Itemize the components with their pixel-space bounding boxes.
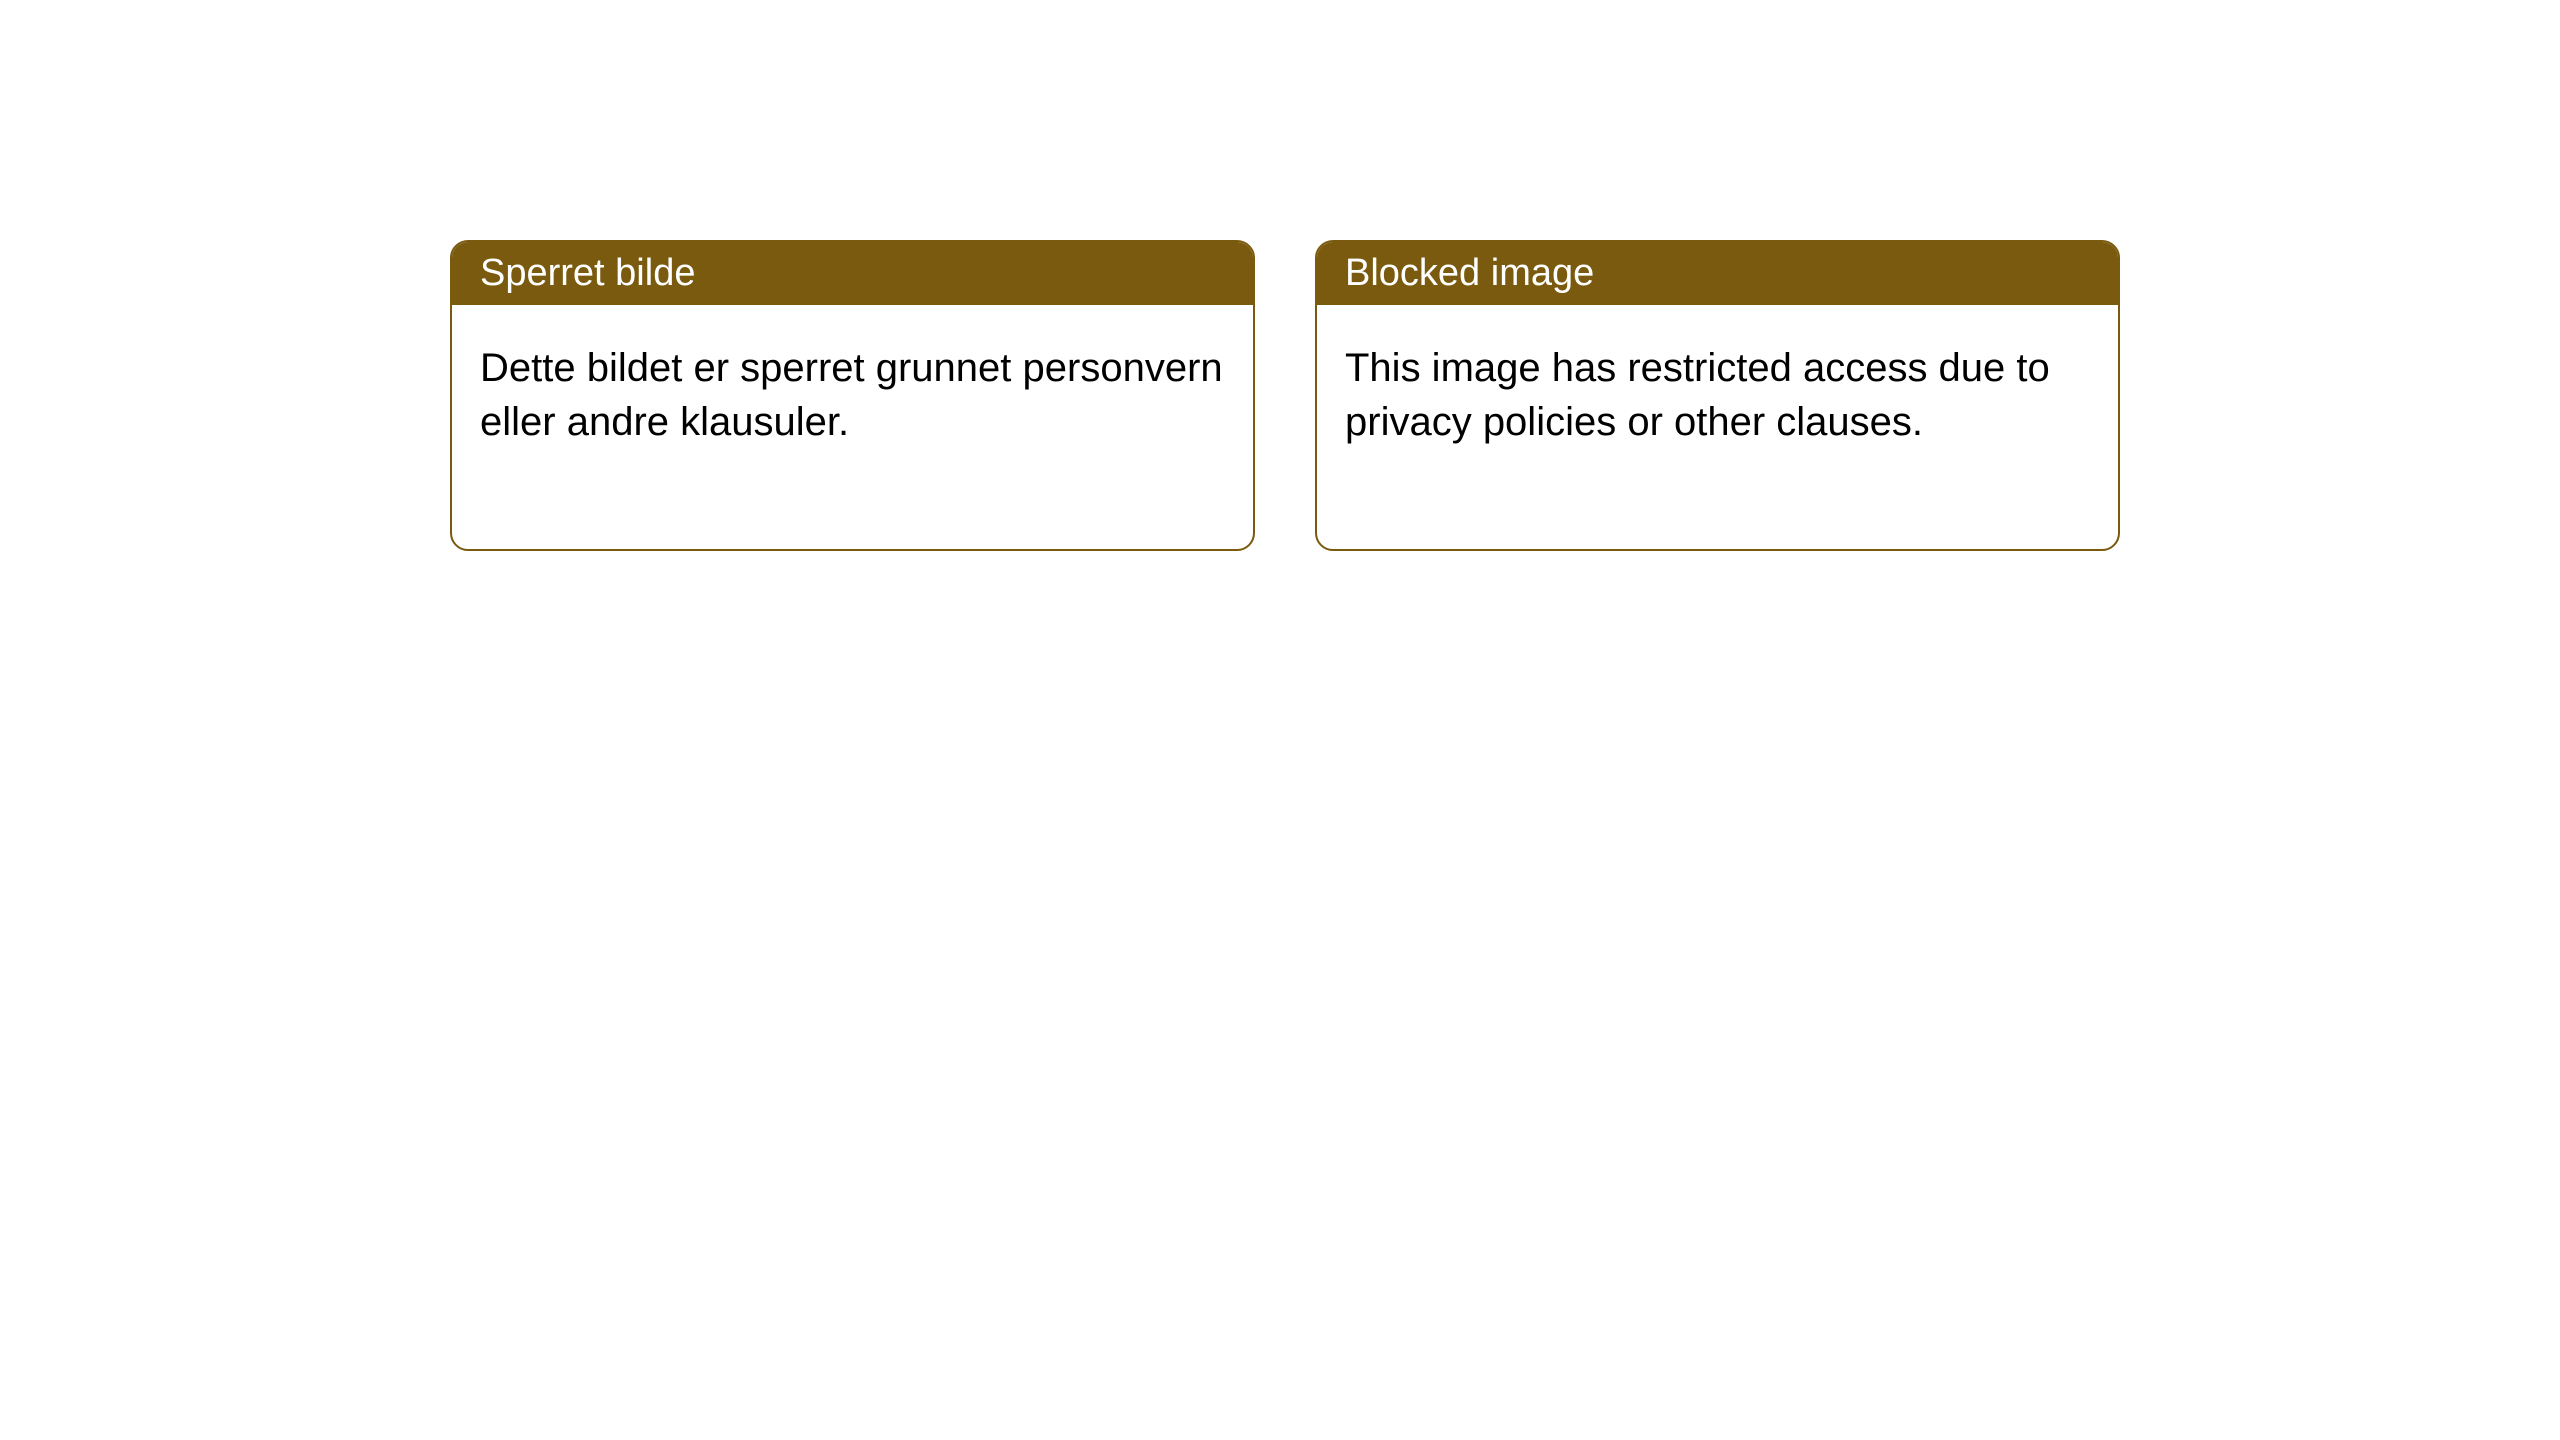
notice-body-english: This image has restricted access due to … — [1317, 305, 2118, 549]
notice-body-norwegian: Dette bildet er sperret grunnet personve… — [452, 305, 1253, 549]
notice-title-english: Blocked image — [1317, 242, 2118, 305]
notice-card-norwegian: Sperret bilde Dette bildet er sperret gr… — [450, 240, 1255, 551]
notice-title-norwegian: Sperret bilde — [452, 242, 1253, 305]
notice-container: Sperret bilde Dette bildet er sperret gr… — [450, 240, 2120, 551]
notice-card-english: Blocked image This image has restricted … — [1315, 240, 2120, 551]
